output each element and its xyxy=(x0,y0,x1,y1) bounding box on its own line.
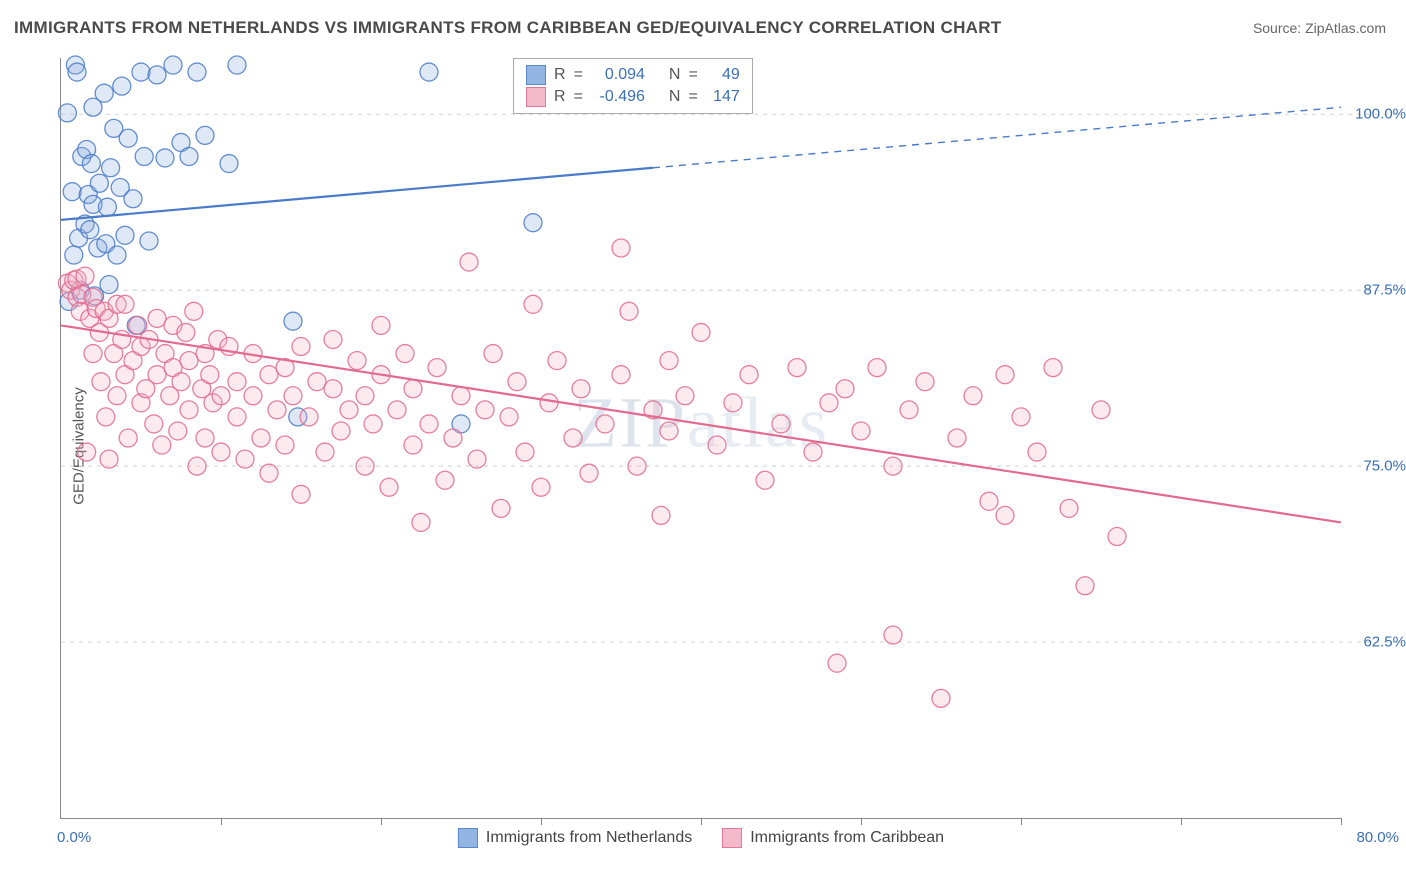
x-tick xyxy=(701,818,702,825)
plot-svg xyxy=(61,58,1341,818)
x-tick xyxy=(861,818,862,825)
y-tick-label: 100.0% xyxy=(1355,106,1406,123)
r-value-caribbean: -0.496 xyxy=(591,86,645,108)
legend-correlation: R = 0.094 N = 49 R = -0.496 N = 147 xyxy=(513,58,753,114)
x-tick xyxy=(381,818,382,825)
legend-row-caribbean: R = -0.496 N = 147 xyxy=(526,86,740,108)
n-value-caribbean: 147 xyxy=(706,86,740,108)
y-tick-label: 62.5% xyxy=(1363,634,1406,651)
y-tick-label: 87.5% xyxy=(1363,282,1406,299)
n-value-netherlands: 49 xyxy=(706,64,740,86)
x-tick xyxy=(1021,818,1022,825)
series-label-caribbean: Immigrants from Caribbean xyxy=(750,829,944,847)
x-tick-label-min: 0.0% xyxy=(57,829,91,846)
legend-row-netherlands: R = 0.094 N = 49 xyxy=(526,64,740,86)
legend-item-caribbean: Immigrants from Caribbean xyxy=(722,828,944,848)
legend-series: Immigrants from Netherlands Immigrants f… xyxy=(458,828,944,848)
swatch-netherlands-icon xyxy=(458,828,478,848)
plot-area: ZIPatlas R = 0.094 N = 49 R = -0.496 N xyxy=(60,58,1341,819)
r-label: R xyxy=(554,64,566,86)
x-tick-label-max: 80.0% xyxy=(1356,829,1399,846)
series-label-netherlands: Immigrants from Netherlands xyxy=(486,829,692,847)
r-value-netherlands: 0.094 xyxy=(591,64,645,86)
x-tick xyxy=(221,818,222,825)
x-tick xyxy=(1341,818,1342,825)
x-tick xyxy=(1181,818,1182,825)
x-tick xyxy=(541,818,542,825)
chart-container: IMMIGRANTS FROM NETHERLANDS VS IMMIGRANT… xyxy=(0,0,1406,892)
chart-title: IMMIGRANTS FROM NETHERLANDS VS IMMIGRANT… xyxy=(14,18,1002,38)
n-label: N xyxy=(669,64,681,86)
swatch-caribbean-icon xyxy=(722,828,742,848)
source-label: Source: ZipAtlas.com xyxy=(1253,20,1386,36)
y-tick-label: 75.0% xyxy=(1363,458,1406,475)
swatch-caribbean xyxy=(526,87,546,107)
swatch-netherlands xyxy=(526,65,546,85)
legend-item-netherlands: Immigrants from Netherlands xyxy=(458,828,692,848)
